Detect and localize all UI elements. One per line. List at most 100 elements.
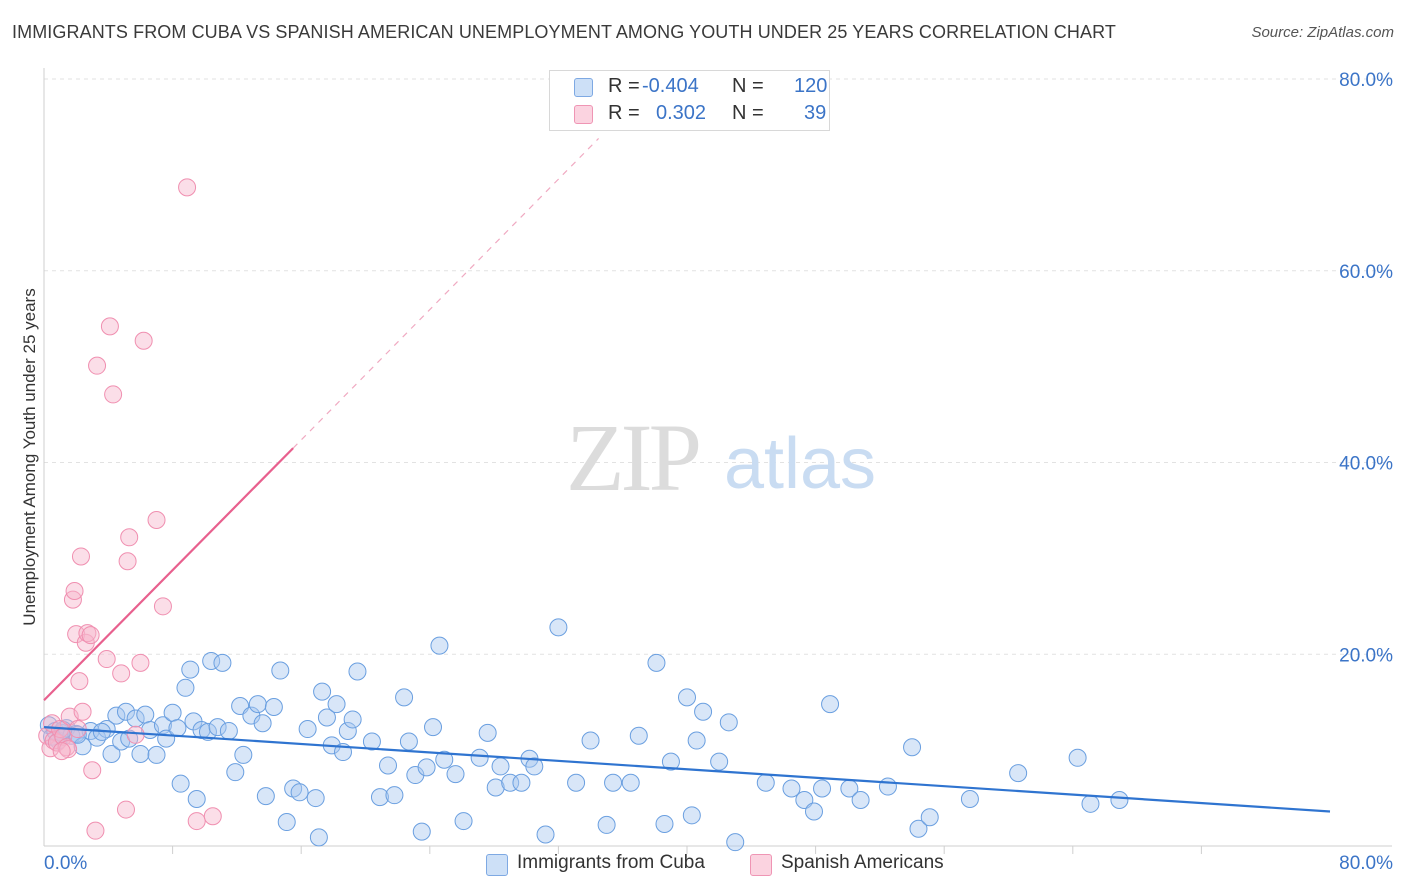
watermark: ZIP atlas xyxy=(566,404,876,511)
point-cuba xyxy=(621,773,640,792)
point-spanish xyxy=(118,552,137,571)
trend-line-spanish xyxy=(43,447,294,702)
legend-n-value-cuba: 120 xyxy=(794,75,828,97)
point-spanish xyxy=(65,581,84,600)
point-cuba xyxy=(362,732,381,751)
point-cuba xyxy=(202,651,221,670)
legend-r-label: R = xyxy=(608,75,640,97)
point-cuba xyxy=(512,773,531,792)
point-cuba xyxy=(424,718,443,737)
point-cuba xyxy=(726,833,745,852)
point-spanish xyxy=(120,528,139,547)
bottom-legend-label-cuba: Immigrants from Cuba xyxy=(517,852,705,873)
point-cuba xyxy=(234,745,253,764)
y-axis-label: Unemployment Among Youth under 25 years xyxy=(20,288,39,625)
point-spanish xyxy=(59,740,78,759)
point-spanish xyxy=(83,761,102,780)
point-spanish xyxy=(71,547,90,566)
point-cuba xyxy=(248,695,267,714)
point-spanish xyxy=(147,511,166,530)
trend-line-spanish-extension xyxy=(292,138,600,449)
point-cuba xyxy=(682,806,701,825)
point-cuba xyxy=(417,758,436,777)
point-spanish xyxy=(131,653,150,672)
legend-row-spanish: R = 0.302 N = 39 xyxy=(574,101,834,127)
point-cuba xyxy=(678,688,696,707)
point-cuba xyxy=(1009,764,1028,783)
point-spanish xyxy=(104,385,123,404)
data-points xyxy=(38,178,1129,852)
point-cuba xyxy=(920,808,939,827)
point-spanish xyxy=(126,725,145,744)
point-cuba xyxy=(107,706,126,725)
y-tick-label: 80.0% xyxy=(1339,70,1393,91)
tick-labels: 20.0% 40.0% 60.0% 80.0% 0.0% 80.0% xyxy=(44,70,1393,874)
point-cuba xyxy=(661,752,680,771)
point-cuba xyxy=(298,720,317,739)
point-cuba xyxy=(126,709,145,728)
point-cuba xyxy=(486,778,505,797)
legend-swatch-spanish xyxy=(574,105,593,124)
point-cuba xyxy=(327,695,346,714)
point-cuba xyxy=(395,688,414,707)
point-spanish xyxy=(134,331,153,350)
point-spanish xyxy=(97,650,116,669)
point-cuba xyxy=(385,786,404,805)
point-cuba xyxy=(851,790,870,809)
point-cuba xyxy=(97,720,116,739)
point-cuba xyxy=(313,682,332,701)
point-cuba xyxy=(198,722,217,741)
point-cuba xyxy=(756,773,775,792)
point-cuba xyxy=(208,718,227,737)
point-cuba xyxy=(960,790,979,809)
point-cuba xyxy=(176,678,195,697)
point-cuba xyxy=(213,653,232,672)
point-cuba xyxy=(290,783,309,802)
y-tick-label: 60.0% xyxy=(1339,262,1393,283)
trend-line-cuba xyxy=(43,726,1331,813)
point-cuba xyxy=(253,714,272,733)
legend-n-label: N = xyxy=(732,75,764,97)
point-cuba xyxy=(277,813,296,832)
point-spanish xyxy=(203,807,222,826)
point-cuba xyxy=(181,660,200,679)
axes xyxy=(43,68,1392,854)
point-cuba xyxy=(909,819,928,838)
point-cuba xyxy=(379,756,398,775)
legend-r-value-spanish: 0.302 xyxy=(656,102,707,124)
point-cuba xyxy=(219,721,238,740)
point-spanish xyxy=(187,812,206,831)
point-cuba xyxy=(903,738,922,757)
point-spanish xyxy=(112,664,131,683)
point-cuba xyxy=(131,744,150,763)
point-cuba xyxy=(821,695,840,714)
point-cuba xyxy=(168,719,187,738)
chart-title: IMMIGRANTS FROM CUBA VS SPANISH AMERICAN… xyxy=(12,22,1116,42)
watermark-zip: ZIP xyxy=(566,404,699,511)
point-spanish xyxy=(78,624,97,643)
point-cuba xyxy=(1068,748,1087,767)
point-cuba xyxy=(687,731,706,750)
legend-n-value-spanish: 39 xyxy=(804,102,827,124)
point-cuba xyxy=(782,779,801,798)
point-cuba xyxy=(1081,794,1100,813)
x-tick-label-min: 0.0% xyxy=(44,853,87,874)
x-tick-label-max: 80.0% xyxy=(1339,853,1393,874)
point-cuba xyxy=(470,748,489,767)
point-spanish xyxy=(153,597,172,616)
point-cuba xyxy=(878,777,897,796)
point-cuba xyxy=(399,732,418,751)
point-cuba xyxy=(163,703,182,722)
legend-r-label: R = xyxy=(608,102,640,124)
point-cuba xyxy=(317,708,336,727)
point-cuba xyxy=(412,822,431,841)
point-spanish xyxy=(88,356,107,375)
point-spanish xyxy=(178,178,197,197)
point-cuba xyxy=(271,661,290,680)
bottom-legend-swatch-spanish xyxy=(750,854,772,876)
point-cuba xyxy=(1110,790,1129,809)
point-cuba xyxy=(309,828,328,847)
point-cuba xyxy=(719,713,738,732)
point-cuba xyxy=(348,662,367,681)
